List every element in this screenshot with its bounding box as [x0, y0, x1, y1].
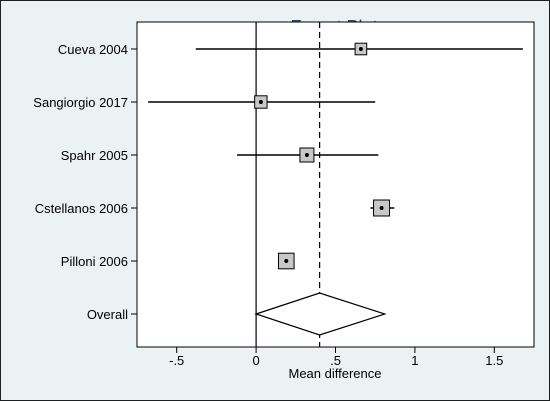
- study-rows: Cueva 2004 Sangiorgio 2017 Spahr 2005 Cstel…: [33, 42, 523, 336]
- study-label: Sangiorgio 2017: [33, 95, 128, 110]
- x-tick-label: 1.5: [485, 353, 503, 368]
- x-axis: -.5 0 .5 1 1.5: [169, 347, 503, 368]
- study-label: Spahr 2005: [61, 148, 128, 163]
- x-tick-label: -.5: [169, 353, 184, 368]
- point-estimate: [304, 153, 309, 157]
- study-label: Cstellanos 2006: [35, 201, 128, 216]
- point-estimate: [358, 47, 363, 51]
- overall-label: Overall: [87, 307, 128, 322]
- study-label: Pilloni 2006: [61, 254, 128, 269]
- x-tick-label: 1: [411, 353, 418, 368]
- x-tick-label: .5: [330, 353, 341, 368]
- point-estimate: [258, 100, 263, 104]
- study-label: Cueva 2004: [58, 42, 128, 57]
- point-estimate: [379, 206, 384, 210]
- plot-area: [136, 21, 535, 348]
- x-tick-label: 0: [252, 353, 259, 368]
- x-axis-title: Mean difference: [289, 366, 382, 381]
- overall-diamond: [254, 292, 387, 336]
- point-estimate: [284, 259, 289, 263]
